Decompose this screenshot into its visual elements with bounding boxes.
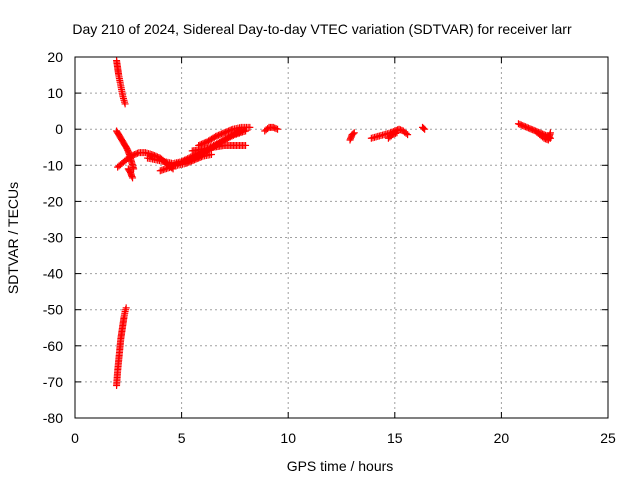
y-axis-ticks: -80 -70 -60 -50 -40 -30 -20 -10 0 10 20 [43,49,608,426]
y-tick-label: 0 [55,121,63,137]
data-point [274,125,282,133]
data-point [421,125,429,133]
data-point [129,174,137,182]
data-point [225,134,233,142]
data-point [349,130,357,138]
x-tick-label: 10 [280,430,296,446]
data-point [167,163,175,171]
data-point [168,162,176,170]
data-point [242,127,250,135]
data-point [350,129,358,137]
y-tick-label: -20 [43,193,63,209]
y-tick-label: -50 [43,302,63,318]
series-seg-i-rise4 [195,123,254,149]
series-seg-o-16h [419,123,429,133]
x-tick-label: 20 [494,430,510,446]
series-seg-e-short [124,165,137,182]
y-tick-label: 10 [47,85,63,101]
series-seg-l-13h [346,129,358,144]
data-point [197,153,205,161]
x-tick-label: 25 [600,430,616,446]
data-point [272,125,280,133]
data-point [392,129,400,137]
data-point [402,129,410,137]
data-point [227,126,235,134]
data-point [242,141,250,149]
data-point [420,124,428,132]
x-tick-label: 5 [178,430,186,446]
x-axis-ticks: 0 5 10 15 20 25 [71,57,616,446]
y-tick-label: 20 [47,49,63,65]
series-seg-a-upper [113,57,129,108]
data-point [226,133,234,141]
y-tick-label: -80 [43,410,63,426]
y-tick-label: -40 [43,266,63,282]
y-tick-label: -70 [43,374,63,390]
data-point [223,134,231,142]
data-series [113,57,554,390]
grid-lines [75,57,608,418]
data-point [393,129,401,137]
chart-title: Day 210 of 2024, Sidereal Day-to-day VTE… [72,21,572,37]
x-axis-label: GPS time / hours [287,458,394,474]
series-seg-q-22h [532,127,554,144]
series-seg-j-rise5 [173,150,215,169]
data-point [229,131,237,139]
x-tick-label: 15 [387,430,403,446]
data-point [134,149,142,157]
data-point [228,132,236,140]
y-tick-label: -30 [43,230,63,246]
y-axis-label: SDTVAR / TECUs [5,182,21,294]
data-point [122,304,130,312]
series-seg-h-rise3 [188,141,250,155]
x-tick-label: 0 [71,430,79,446]
series-seg-b-lower [113,304,130,390]
data-point [121,100,129,108]
data-point [207,150,215,158]
data-point [546,129,554,137]
series-seg-k-9h [261,123,282,135]
data-point [222,135,230,143]
y-tick-label: -60 [43,338,63,354]
data-point [404,131,412,139]
y-tick-label: -10 [43,157,63,173]
series-seg-n-15h [384,129,401,142]
data-point [246,123,254,131]
